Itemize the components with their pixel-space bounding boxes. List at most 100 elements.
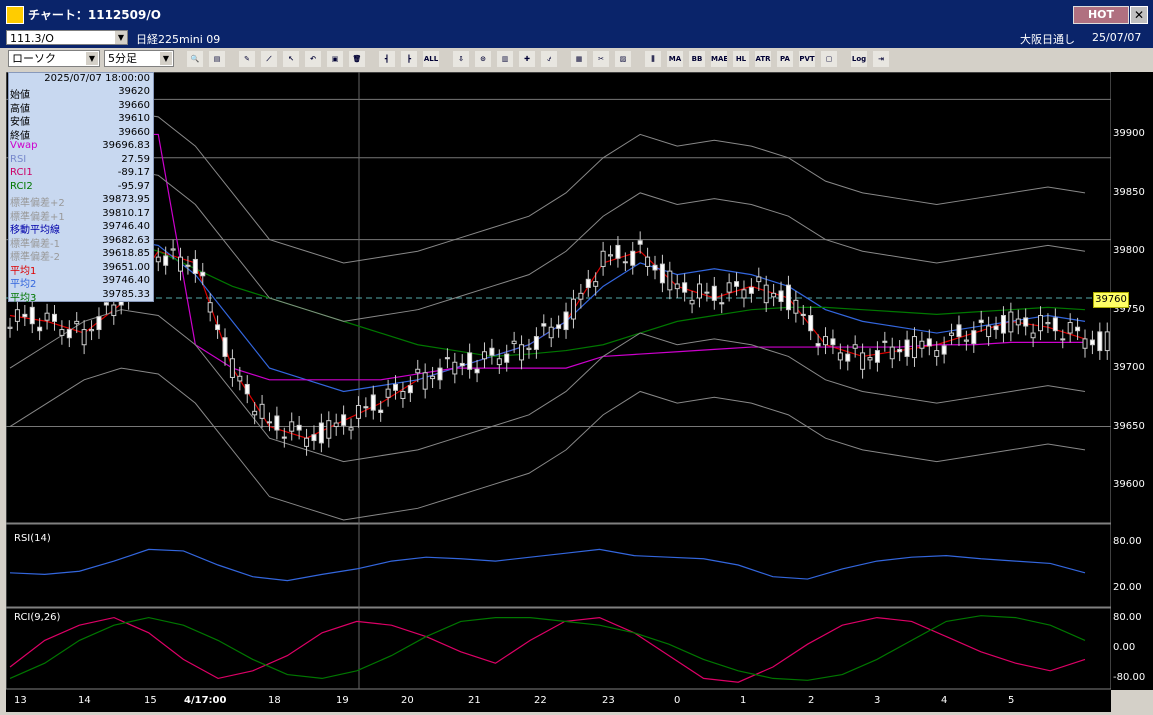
candle1-button[interactable]: ┫	[378, 50, 396, 68]
candle-body	[348, 427, 354, 431]
box-button[interactable]: ▢	[820, 50, 838, 68]
undo-button[interactable]: ↶	[304, 50, 322, 68]
export-button[interactable]: ⇥	[872, 50, 890, 68]
candle-body	[734, 281, 740, 287]
chevron-down-icon[interactable]: ▼	[115, 31, 127, 44]
panel-button[interactable]: ▤	[208, 50, 226, 68]
pvt-button[interactable]: PVT	[798, 50, 816, 68]
candle-body	[785, 284, 791, 311]
hot-button[interactable]: HOT	[1073, 6, 1129, 24]
calc-button[interactable]: ⍻	[540, 50, 558, 68]
info-row: 平均2 39746.40	[9, 275, 153, 290]
cross-button[interactable]: ✚	[518, 50, 536, 68]
candle-body	[1097, 331, 1103, 352]
candle-body	[474, 368, 480, 374]
info-value: 39746.40	[102, 275, 150, 286]
time-tick-label: 15	[144, 695, 157, 706]
candle-body	[867, 357, 873, 361]
info-row: RSI 27.59	[9, 154, 153, 167]
chart-type-select[interactable]: ローソク ▼	[8, 50, 100, 67]
candle-body	[615, 244, 621, 259]
color-button[interactable]: ▨	[614, 50, 632, 68]
chevron-down-icon[interactable]: ▼	[160, 52, 172, 65]
ma-button[interactable]: MA	[666, 50, 684, 68]
candle-body	[1038, 315, 1044, 332]
hl-button[interactable]: HL	[732, 50, 750, 68]
zoom-button[interactable]: 🔍	[186, 50, 204, 68]
candle-body	[941, 345, 947, 355]
candle-body	[667, 270, 673, 291]
draw-button[interactable]: ✎	[238, 50, 256, 68]
candle-body	[489, 347, 495, 356]
candle-body	[978, 319, 984, 324]
rci-panel-label: RCI(9,26)	[14, 612, 61, 623]
volume-button[interactable]: ▥	[496, 50, 514, 68]
candle-body	[696, 283, 702, 299]
candle-body	[1060, 338, 1066, 341]
rsi-panel-label: RSI(14)	[14, 533, 51, 544]
candle-body	[430, 375, 436, 380]
line-button[interactable]: ⟋	[260, 50, 278, 68]
info-row: RCI1 -89.17	[9, 167, 153, 180]
candle2-button[interactable]: ┣	[400, 50, 418, 68]
chevron-down-icon[interactable]: ▼	[86, 52, 98, 65]
candle-body	[103, 302, 109, 306]
close-button[interactable]: ✕	[1130, 6, 1148, 24]
atr-button[interactable]: ATR	[754, 50, 772, 68]
candle-body	[274, 415, 280, 431]
candle-body	[926, 338, 932, 347]
pa-button[interactable]: PA	[776, 50, 794, 68]
delete-button[interactable]: 🗑	[348, 50, 366, 68]
candle-body	[689, 299, 695, 305]
candle-body	[919, 340, 925, 349]
tool-button[interactable]: ✂	[592, 50, 610, 68]
candle-body	[1089, 339, 1095, 346]
timeframe-select[interactable]: 5分足 ▼	[104, 50, 174, 67]
candle-body	[830, 338, 836, 346]
symbol-select[interactable]: 111.3/O ▼	[6, 30, 128, 45]
candle-body	[882, 340, 888, 343]
log-button[interactable]: Log	[850, 50, 868, 68]
info-row: 安値 39610	[9, 113, 153, 128]
rsi-line	[9, 548, 1086, 582]
mae-button[interactable]: MAE	[710, 50, 728, 68]
candle-body	[793, 299, 799, 314]
bb-button[interactable]: BB	[688, 50, 706, 68]
chart-canvas[interactable]	[5, 71, 1118, 690]
time-tick-label: 0	[674, 695, 681, 706]
band-line	[9, 309, 1086, 463]
info-datetime-row: 2025/07/07 18:00:00	[9, 73, 153, 86]
down-button[interactable]: ⇩	[452, 50, 470, 68]
candle-body	[852, 344, 858, 349]
info-label: Vwap	[10, 140, 38, 151]
candle-body	[1023, 317, 1029, 327]
candle-body	[89, 329, 95, 332]
rci2-line	[9, 615, 1086, 681]
candle-body	[934, 350, 940, 357]
note-button[interactable]: ▣	[326, 50, 344, 68]
data-window: 2025/07/07 18:00:00 始値 39620 高値 39660 安値 3961…	[8, 72, 154, 304]
price-tick-label: 39650	[1113, 420, 1145, 432]
grid-button[interactable]: ▦	[570, 50, 588, 68]
candle-body	[741, 289, 747, 299]
all-button[interactable]: ALL	[422, 50, 440, 68]
candle-body	[111, 304, 117, 317]
toolbar: ローソク ▼ 5分足 ▼ 🔍 ▤ ✎ ⟋ ↖ ↶ ▣ 🗑 ┫ ┣ ALL ⇩ ⊙ ▥ ✚ ⍻ ▦ ✂ ▨ ⫼ MA BB M…	[0, 48, 1153, 70]
info-row: 平均3 39785.33	[9, 289, 153, 304]
find-button[interactable]: ⊙	[474, 50, 492, 68]
candle-body	[252, 410, 258, 416]
chart-area[interactable]	[5, 71, 1118, 690]
candle-body	[163, 255, 169, 266]
info-label: 標準偏差-1	[10, 238, 60, 250]
candle-body	[949, 332, 955, 336]
time-tick-label: 13	[14, 695, 27, 706]
rsi-tick-label: 80.00	[1113, 535, 1142, 547]
candle-body	[96, 316, 102, 331]
pointer-button[interactable]: ↖	[282, 50, 300, 68]
candle-body	[578, 292, 584, 300]
candle-body	[860, 352, 866, 370]
price-tick-label: 39900	[1113, 128, 1145, 140]
price-tick-label: 39700	[1113, 362, 1145, 374]
bars-button[interactable]: ⫼	[644, 50, 662, 68]
title-bar: チャート：1112509/O HOT ✕	[0, 0, 1153, 28]
